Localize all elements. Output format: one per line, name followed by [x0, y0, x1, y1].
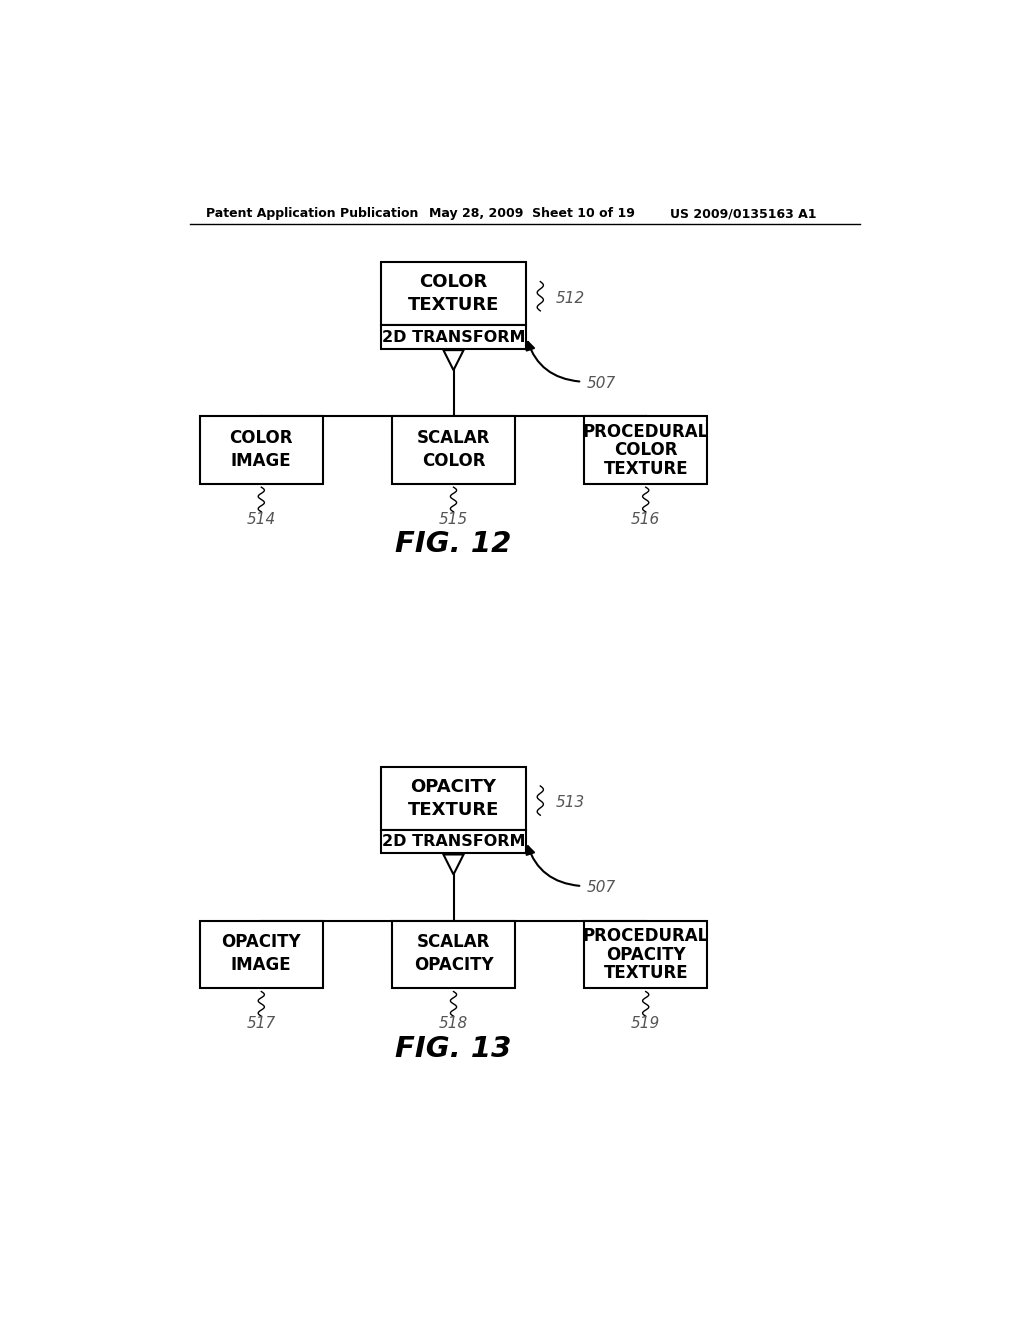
- Text: 513: 513: [556, 796, 585, 810]
- Text: 519: 519: [631, 1016, 660, 1031]
- Text: TEXTURE: TEXTURE: [603, 459, 688, 478]
- Text: 514: 514: [247, 512, 275, 527]
- Text: US 2009/0135163 A1: US 2009/0135163 A1: [671, 207, 817, 220]
- Text: TEXTURE: TEXTURE: [408, 297, 499, 314]
- Text: FIG. 13: FIG. 13: [395, 1035, 512, 1063]
- FancyBboxPatch shape: [200, 416, 323, 484]
- Text: 507: 507: [587, 880, 616, 895]
- FancyBboxPatch shape: [200, 921, 323, 989]
- Text: COLOR: COLOR: [614, 441, 678, 459]
- Text: May 28, 2009  Sheet 10 of 19: May 28, 2009 Sheet 10 of 19: [429, 207, 635, 220]
- Text: 2D TRANSFORM: 2D TRANSFORM: [382, 330, 525, 345]
- Text: PROCEDURAL: PROCEDURAL: [583, 927, 709, 945]
- FancyBboxPatch shape: [381, 326, 526, 348]
- Polygon shape: [443, 350, 464, 370]
- FancyArrowPatch shape: [526, 342, 580, 381]
- Text: SCALAR: SCALAR: [417, 933, 490, 952]
- Text: COLOR: COLOR: [422, 451, 485, 470]
- Text: 507: 507: [587, 376, 616, 391]
- Text: OPACITY: OPACITY: [221, 933, 301, 952]
- Text: SCALAR: SCALAR: [417, 429, 490, 447]
- Text: OPACITY: OPACITY: [414, 957, 494, 974]
- FancyBboxPatch shape: [381, 263, 526, 326]
- FancyBboxPatch shape: [392, 921, 515, 989]
- Text: IMAGE: IMAGE: [231, 957, 292, 974]
- Text: 516: 516: [631, 512, 660, 527]
- Text: 2D TRANSFORM: 2D TRANSFORM: [382, 834, 525, 849]
- Text: IMAGE: IMAGE: [231, 451, 292, 470]
- Text: TEXTURE: TEXTURE: [603, 964, 688, 982]
- Text: 515: 515: [439, 512, 468, 527]
- Polygon shape: [443, 854, 464, 875]
- FancyBboxPatch shape: [585, 921, 707, 989]
- Text: 517: 517: [247, 1016, 275, 1031]
- FancyBboxPatch shape: [392, 416, 515, 484]
- Text: PROCEDURAL: PROCEDURAL: [583, 422, 709, 441]
- Text: Patent Application Publication: Patent Application Publication: [206, 207, 418, 220]
- FancyArrowPatch shape: [526, 846, 580, 886]
- Text: FIG. 12: FIG. 12: [395, 531, 512, 558]
- FancyBboxPatch shape: [585, 416, 707, 484]
- Text: COLOR: COLOR: [420, 273, 487, 292]
- Text: COLOR: COLOR: [229, 429, 293, 447]
- Text: 512: 512: [556, 290, 585, 306]
- Text: OPACITY: OPACITY: [606, 945, 685, 964]
- Text: 518: 518: [439, 1016, 468, 1031]
- Text: TEXTURE: TEXTURE: [408, 801, 499, 818]
- FancyBboxPatch shape: [381, 830, 526, 853]
- Text: OPACITY: OPACITY: [411, 777, 497, 796]
- FancyBboxPatch shape: [381, 767, 526, 830]
